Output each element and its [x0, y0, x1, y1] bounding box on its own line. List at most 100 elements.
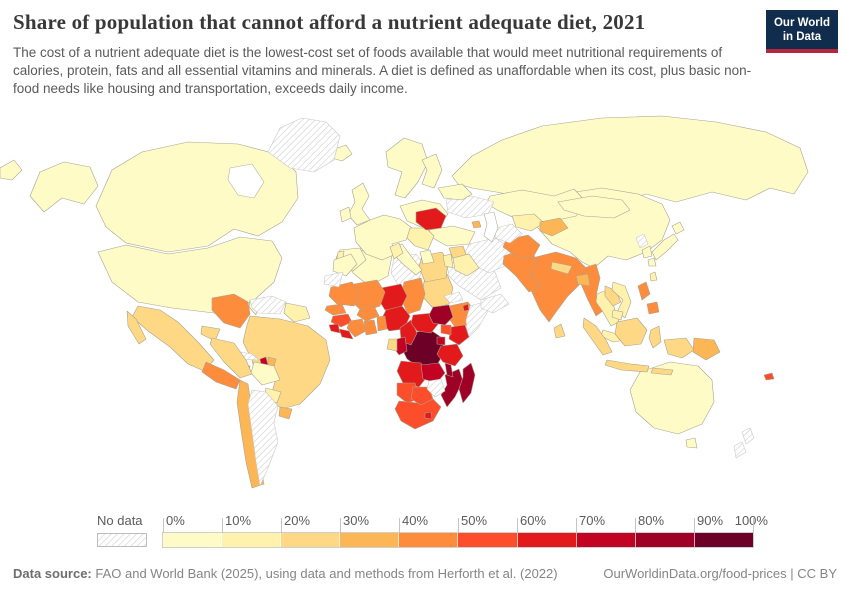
map-region-botswana[interactable]: Botswana	[410, 386, 434, 406]
map-region-burkina[interactable]: Burkina Faso	[356, 305, 380, 322]
map-region-zimbabwe[interactable]: Zimbabwe	[426, 378, 446, 398]
legend-tick-mark	[340, 518, 341, 533]
map-region-bangladesh[interactable]: Bangladesh	[575, 273, 591, 287]
map-region-kenya[interactable]: Kenya	[448, 324, 470, 346]
map-region-kyushu[interactable]: Japan	[647, 257, 657, 267]
map-region-scandinavia[interactable]: Norway & Sweden	[385, 137, 429, 199]
map-region-iraq[interactable]: Iraq	[452, 253, 480, 277]
map-region-sri-lanka[interactable]: Sri Lanka	[553, 323, 566, 339]
map-region-liberia[interactable]: Liberia	[338, 328, 354, 340]
map-region-peru[interactable]: Peru	[209, 337, 253, 379]
map-region-bolivia[interactable]: Bolivia	[250, 361, 281, 386]
legend-swatch-0-10%[interactable]	[163, 533, 223, 547]
map-region-colombia[interactable]: Colombia	[211, 293, 251, 329]
map-region-java[interactable]: Indonesia	[604, 359, 650, 373]
map-region-png[interactable]: Papua New Guinea	[692, 337, 721, 361]
map-region-morocco[interactable]: Morocco	[332, 253, 358, 277]
map-region-israel-jordan[interactable]: Israel & Jordan	[442, 253, 454, 269]
map-region-sumatra[interactable]: Indonesia	[582, 317, 613, 356]
map-region-mongolia[interactable]: Mongolia	[557, 195, 631, 219]
map-region-rwanda-burundi[interactable]: Rwanda & Burundi	[436, 336, 446, 346]
map-region-hokkaido[interactable]: Japan	[671, 221, 685, 235]
map-region-caspian-sea	[483, 211, 499, 243]
map-region-uganda[interactable]: Uganda	[440, 324, 452, 336]
legend-swatch-30-40%[interactable]	[340, 533, 400, 547]
map-region-wsahara[interactable]: Western Sahara	[323, 271, 344, 288]
map-region-belarus[interactable]: Belarus & Baltic states	[437, 183, 473, 201]
map-region-mindanao[interactable]: Philippines	[646, 301, 660, 315]
legend-swatch-20-30%[interactable]	[281, 533, 341, 547]
map-region-argentina[interactable]: Argentina	[247, 389, 279, 487]
legend-no-data-swatch[interactable]	[97, 533, 147, 547]
map-region-australia[interactable]: Australia	[629, 361, 715, 435]
map-region-madagascar[interactable]: Madagascar	[458, 362, 476, 404]
map-region-usa[interactable]: United States	[97, 236, 283, 314]
legend-swatch-50-60%[interactable]	[458, 533, 518, 547]
legend-tick-mark	[517, 518, 518, 533]
map-region-skorea[interactable]: South Korea	[641, 245, 653, 259]
map-region-greece[interactable]: Greece	[419, 249, 435, 265]
map-region-guinea[interactable]: Guinea	[330, 313, 353, 328]
map-region-tanzania[interactable]: Tanzania	[436, 343, 464, 367]
map-region-cambodia[interactable]: Cambodia	[611, 309, 624, 321]
map-region-greenland[interactable]: Greenland	[267, 117, 341, 173]
map-region-uruguay[interactable]: Uruguay	[278, 406, 293, 420]
map-region-kyrgyz-tajik[interactable]: Kyrgyzstan & Tajikistan	[539, 217, 569, 237]
map-region-fiji[interactable]: Fiji	[763, 372, 775, 381]
map-region-tasmania[interactable]: Australia	[685, 437, 698, 449]
map-region-finland[interactable]: Finland	[421, 153, 443, 189]
map-region-sulawesi[interactable]: Indonesia	[648, 325, 662, 349]
map-region-uzbekistan[interactable]: Uzbekistan	[511, 213, 545, 232]
map-region-turkey[interactable]: Turkey	[428, 225, 476, 247]
map-region-canada[interactable]: Canada	[95, 141, 299, 253]
map-region-kazakhstan[interactable]: Kazakhstan	[485, 188, 587, 223]
map-region-nz-north[interactable]: New Zealand	[741, 427, 755, 445]
map-region-borneo[interactable]: Indonesia (Borneo)	[614, 317, 648, 347]
map-region-chukotka[interactable]: Russia	[0, 159, 23, 181]
map-region-ghana[interactable]: Ghana	[363, 319, 378, 336]
map-region-baja[interactable]: Mexico	[126, 310, 147, 345]
map-region-togo-benin[interactable]: Togo & Benin	[376, 315, 388, 332]
map-region-malawi[interactable]: Malawi	[444, 362, 454, 378]
map-region-lesotho[interactable]: Lesotho	[424, 411, 433, 420]
map-region-sierra-leone[interactable]: Sierra Leone	[328, 323, 341, 334]
map-region-mozambique[interactable]: Mozambique	[440, 368, 464, 408]
map-region-guianas[interactable]: Guyana & Suriname	[283, 302, 311, 323]
map-region-west-papua[interactable]: Indonesia (Papua)	[663, 337, 695, 359]
map-region-ecuador[interactable]: Ecuador	[200, 325, 221, 342]
legend-swatch-90-100%[interactable]	[694, 533, 753, 547]
map-region-senegal[interactable]: Senegal	[324, 303, 347, 316]
map-region-west-europe[interactable]: France & Germany	[353, 214, 413, 261]
map-region-zambia[interactable]: Zambia	[420, 362, 446, 384]
map-region-nkorea[interactable]: North Korea	[635, 233, 649, 249]
map-region-eritrea[interactable]: Eritrea	[443, 291, 464, 304]
legend-swatch-60-70%[interactable]	[517, 533, 577, 547]
map-region-central-america[interactable]: Central America	[201, 361, 241, 390]
map-region-tunisia[interactable]: Tunisia	[389, 242, 404, 260]
map-region-honshu[interactable]: Japan	[651, 233, 679, 261]
map-region-venezuela[interactable]: Venezuela	[249, 295, 287, 315]
map-region-turkmenistan[interactable]: Turkmenistan	[494, 223, 523, 244]
map-region-ivory-coast[interactable]: Cote d'Ivoire	[346, 318, 367, 338]
map-region-south-sudan[interactable]: South Sudan	[428, 304, 454, 326]
legend-swatch-10-20%[interactable]	[222, 533, 282, 547]
map-region-armenia[interactable]: Armenia	[471, 220, 482, 229]
map-region-ireland[interactable]: Ireland	[339, 206, 352, 223]
legend-swatch-70-80%[interactable]	[576, 533, 636, 547]
map-region-lesser-sunda[interactable]: Indonesia	[650, 367, 674, 376]
map-region-taiwan[interactable]: Taiwan	[649, 271, 658, 282]
legend-swatch-80-90%[interactable]	[635, 533, 695, 547]
map-region-alaska[interactable]: United States (Alaska)	[29, 161, 99, 213]
map-region-nz-south[interactable]: New Zealand	[733, 441, 747, 459]
map-region-mauritania[interactable]: Mauritania	[328, 281, 361, 307]
legend-swatch-40-50%[interactable]	[399, 533, 459, 547]
map-region-yemen-oman[interactable]: Yemen & Oman	[480, 293, 510, 314]
owid-url-license-link[interactable]: OurWorldinData.org/food-prices | CC BY	[603, 566, 837, 581]
map-region-nepal[interactable]: Nepal	[550, 261, 573, 275]
map-region-gabon[interactable]: Gabon	[386, 338, 398, 352]
owid-logo[interactable]: Our World in Data	[765, 10, 838, 54]
map-region-luzon[interactable]: Philippines	[637, 281, 651, 301]
map-region-uk[interactable]: United Kingdom	[347, 182, 371, 226]
map-region-romania[interactable]: Romania	[415, 207, 447, 231]
map-region-djibouti[interactable]: Djibouti	[462, 303, 470, 312]
